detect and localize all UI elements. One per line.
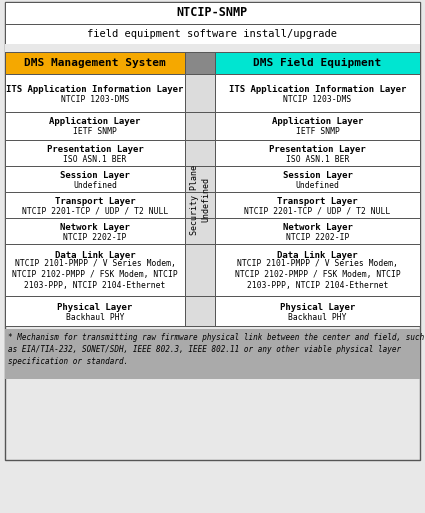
Bar — [185, 218, 215, 244]
Text: Transport Layer: Transport Layer — [55, 196, 135, 206]
Bar — [215, 244, 420, 296]
Bar — [215, 166, 420, 192]
Bar — [5, 2, 420, 460]
Text: Data Link Layer: Data Link Layer — [277, 251, 358, 260]
Text: Undefined: Undefined — [73, 181, 117, 189]
Bar — [5, 166, 185, 192]
Text: Application Layer: Application Layer — [272, 117, 363, 127]
Text: NTCIP 2101-PMPP / V Series Modem,
NTCIP 2102-PMPP / FSK Modem, NTCIP
2103-PPP, N: NTCIP 2101-PMPP / V Series Modem, NTCIP … — [12, 259, 178, 290]
Text: Session Layer: Session Layer — [60, 170, 130, 180]
Text: Data Link Layer: Data Link Layer — [55, 251, 135, 260]
Bar — [5, 140, 185, 166]
Text: ISO ASN.1 BER: ISO ASN.1 BER — [286, 154, 349, 164]
Text: Undefined: Undefined — [295, 181, 340, 189]
Text: Network Layer: Network Layer — [283, 223, 352, 231]
Text: * Mechanism for transmitting raw firmware physical link between the center and f: * Mechanism for transmitting raw firmwar… — [8, 333, 424, 366]
Bar — [5, 24, 420, 44]
Bar — [5, 244, 185, 296]
Text: NTCIP-SNMP: NTCIP-SNMP — [177, 7, 248, 19]
Text: Transport Layer: Transport Layer — [277, 196, 358, 206]
Bar — [5, 52, 185, 74]
Text: Session Layer: Session Layer — [283, 170, 352, 180]
Bar — [215, 74, 420, 112]
Bar — [5, 2, 420, 24]
Text: NTCIP 2101-PMPP / V Series Modem,
NTCIP 2102-PMPP / FSK Modem, NTCIP
2103-PPP, N: NTCIP 2101-PMPP / V Series Modem, NTCIP … — [235, 259, 400, 290]
Text: IETF SNMP: IETF SNMP — [295, 128, 340, 136]
Text: Presentation Layer: Presentation Layer — [47, 145, 143, 153]
Bar — [185, 192, 215, 218]
Text: NTCIP 2202-IP: NTCIP 2202-IP — [286, 232, 349, 242]
Text: Presentation Layer: Presentation Layer — [269, 145, 366, 153]
Bar — [215, 140, 420, 166]
Bar — [5, 74, 185, 112]
Bar — [185, 112, 215, 140]
Bar — [185, 74, 215, 112]
Text: Network Layer: Network Layer — [60, 223, 130, 231]
Text: Backhaul PHY: Backhaul PHY — [288, 312, 347, 322]
Text: Backhaul PHY: Backhaul PHY — [66, 312, 124, 322]
Text: Physical Layer: Physical Layer — [280, 303, 355, 311]
Bar — [185, 296, 215, 326]
Text: Security Plane
Undefined: Security Plane Undefined — [190, 165, 210, 235]
Bar — [185, 140, 215, 166]
Text: ITS Application Information Layer: ITS Application Information Layer — [229, 85, 406, 93]
Bar — [215, 218, 420, 244]
Bar — [185, 52, 215, 74]
Text: field equipment software install/upgrade: field equipment software install/upgrade — [88, 29, 337, 39]
Text: IETF SNMP: IETF SNMP — [73, 128, 117, 136]
Text: Physical Layer: Physical Layer — [57, 303, 133, 311]
Text: NTCIP 1203-DMS: NTCIP 1203-DMS — [283, 94, 351, 104]
Text: NTCIP 2202-IP: NTCIP 2202-IP — [63, 232, 127, 242]
Bar — [185, 74, 215, 326]
Text: ISO ASN.1 BER: ISO ASN.1 BER — [63, 154, 127, 164]
Bar — [185, 166, 215, 192]
Bar — [5, 329, 420, 379]
Text: DMS Field Equipment: DMS Field Equipment — [253, 58, 382, 68]
Text: Application Layer: Application Layer — [49, 117, 141, 127]
Bar — [185, 244, 215, 296]
Bar — [5, 44, 420, 52]
Bar — [5, 218, 185, 244]
Bar — [215, 52, 420, 74]
Text: NTCIP 1203-DMS: NTCIP 1203-DMS — [61, 94, 129, 104]
Text: NTCIP 2201-TCP / UDP / T2 NULL: NTCIP 2201-TCP / UDP / T2 NULL — [22, 207, 168, 215]
Bar — [215, 112, 420, 140]
Bar — [5, 192, 185, 218]
Text: ITS Application Information Layer: ITS Application Information Layer — [6, 85, 184, 93]
Text: NTCIP 2201-TCP / UDP / T2 NULL: NTCIP 2201-TCP / UDP / T2 NULL — [244, 207, 391, 215]
Bar — [5, 112, 185, 140]
Text: DMS Management System: DMS Management System — [24, 58, 166, 68]
Bar — [215, 296, 420, 326]
Bar — [215, 192, 420, 218]
Bar — [5, 296, 185, 326]
